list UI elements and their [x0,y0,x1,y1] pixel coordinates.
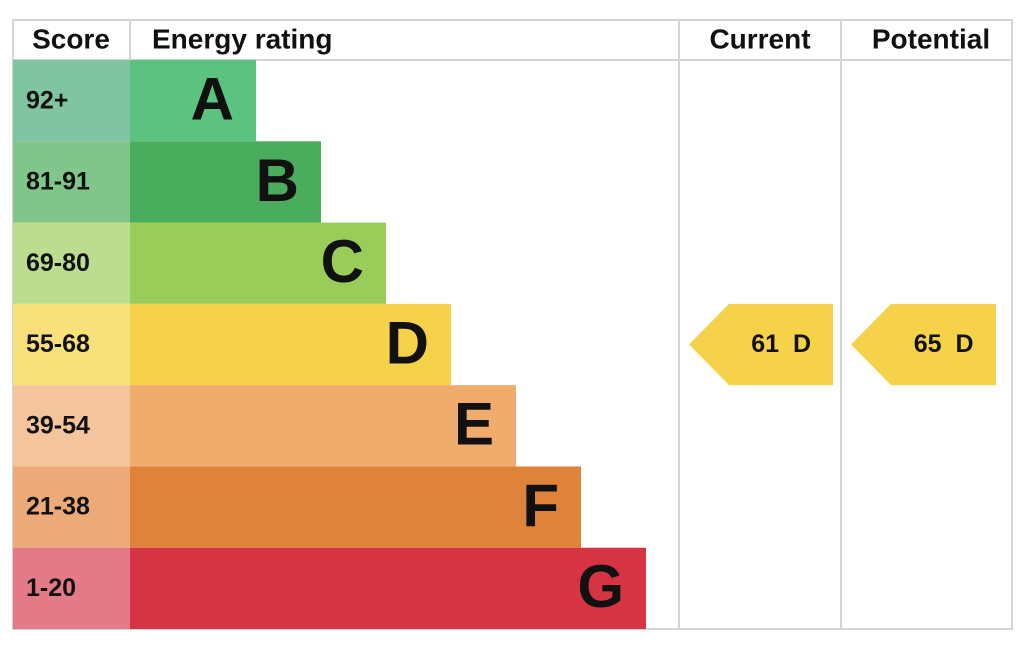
score-label: 21-38 [26,493,90,521]
band-letter: A [191,65,234,132]
score-label: 69-80 [26,249,90,277]
score-label: 1-20 [26,574,76,602]
rating-bar [130,547,646,629]
rating-bar [130,466,581,548]
score-cell [13,303,130,386]
header-potential: Potential [872,23,990,54]
rating-bar [130,60,256,142]
score-cell [13,547,130,629]
score-label: 81-91 [26,168,90,196]
current-value: 61 [751,330,779,358]
band-letter: F [522,472,559,539]
score-label: 55-68 [26,330,90,358]
rating-bar [130,303,451,386]
header-current: Current [709,23,810,54]
band-letter: D [386,309,429,376]
score-label: 92+ [26,86,68,114]
rating-bar [130,141,321,223]
score-label: 39-54 [26,411,90,439]
band-letter: B [256,147,299,214]
score-cell [13,466,130,548]
band-letter: G [577,553,624,620]
band-letter: C [321,228,364,295]
potential-value: 65 [914,330,942,358]
rating-bar [130,222,386,304]
score-cell [13,385,130,467]
band-letter: E [454,391,494,458]
score-cell [13,60,130,142]
header-score: Score [32,23,110,54]
current-letter: D [793,330,811,358]
rating-bar [130,385,516,467]
current-arrow [689,303,833,386]
score-cell [13,222,130,304]
header-rating: Energy rating [152,23,332,54]
score-cell [13,141,130,223]
potential-letter: D [956,330,974,358]
potential-arrow [851,303,996,386]
